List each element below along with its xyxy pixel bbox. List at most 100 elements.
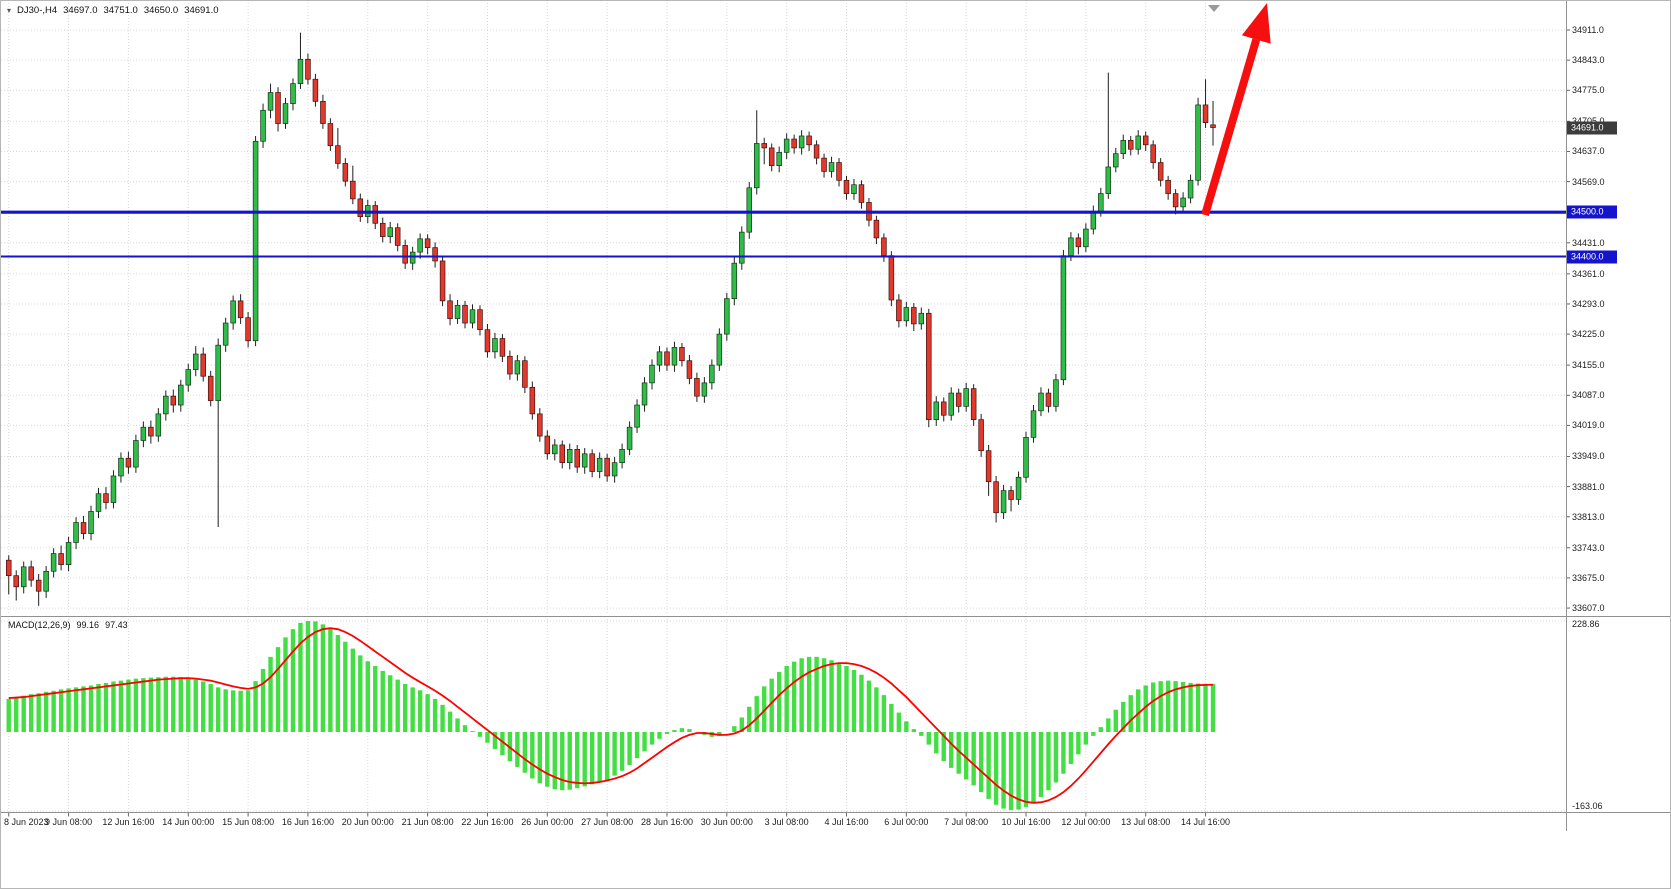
trend-arrow-head[interactable] xyxy=(1241,3,1271,44)
bull-candle xyxy=(1030,410,1037,438)
macd-info-bar: MACD(12,26,9) 99.16 97.43 xyxy=(8,620,128,630)
bear-candle xyxy=(1165,179,1171,194)
bear-candle xyxy=(926,312,932,421)
bear-candle xyxy=(80,522,87,534)
bull-candle xyxy=(1068,237,1074,256)
bull-candle xyxy=(552,444,558,455)
bear-candle xyxy=(881,237,887,256)
bull-candle xyxy=(1120,140,1127,155)
bear-candle xyxy=(439,260,446,302)
price-axis-label: 34293.0 xyxy=(1572,298,1605,309)
bull-candle xyxy=(140,426,147,441)
bear-candle xyxy=(970,388,977,421)
bull-candle xyxy=(1083,228,1089,248)
bear-candle xyxy=(275,92,281,124)
time-axis-label: 13 Jul 08:00 xyxy=(1121,817,1171,827)
bear-candle xyxy=(896,299,902,322)
chart-shift-marker-icon[interactable] xyxy=(1208,5,1220,12)
bear-candle xyxy=(320,101,326,124)
bull-candle xyxy=(252,140,259,342)
bull-candle xyxy=(948,392,954,416)
bear-candle xyxy=(1202,104,1209,123)
price-axis-label: 34843.0 xyxy=(1572,55,1605,66)
time-axis-label: 6 Jul 00:00 xyxy=(884,817,929,827)
bull-candle xyxy=(50,553,57,572)
bull-candle xyxy=(110,475,117,503)
bear-candle xyxy=(761,143,767,149)
bear-candle xyxy=(679,347,685,362)
time-axis-label: 16 Jun 16:00 xyxy=(281,817,334,827)
bull-candle xyxy=(88,511,94,534)
bear-candle xyxy=(858,184,865,203)
bull-candle xyxy=(409,251,416,264)
bull-candle xyxy=(454,304,461,319)
bull-candle xyxy=(619,449,625,464)
bear-candle xyxy=(35,579,42,592)
bull-candle xyxy=(282,103,289,124)
price-axis-label: 33743.0 xyxy=(1572,542,1605,553)
bull-candle xyxy=(20,566,27,588)
bull-candle xyxy=(626,426,633,450)
time-axis-label: 21 Jun 08:00 xyxy=(401,817,454,827)
symbol-dropdown-icon[interactable]: ▾ xyxy=(7,6,12,15)
bull-candle xyxy=(73,522,79,543)
bear-candle xyxy=(955,392,962,407)
bull-candle xyxy=(596,457,603,472)
bull-candle xyxy=(581,453,588,468)
bull-candle xyxy=(1053,379,1059,407)
trend-arrow-shaft[interactable] xyxy=(1201,38,1261,217)
bull-candle xyxy=(65,542,72,565)
bull-candle xyxy=(671,347,678,366)
bear-candle xyxy=(335,145,341,164)
price-axis-label: 34225.0 xyxy=(1572,329,1605,340)
time-axis-label: 14 Jun 00:00 xyxy=(162,817,215,827)
time-axis-label: 15 Jun 08:00 xyxy=(222,817,275,827)
bar-open-value: 34697.0 xyxy=(63,5,98,16)
bear-candle xyxy=(372,205,379,224)
bull-candle xyxy=(753,143,760,189)
bear-candle xyxy=(836,162,842,181)
bull-candle xyxy=(1038,392,1044,412)
price-axis-label: 34569.0 xyxy=(1572,176,1605,187)
bear-candle xyxy=(484,329,491,353)
price-axis-label: 34019.0 xyxy=(1572,420,1605,431)
bull-candle xyxy=(1000,490,1007,514)
macd-main-value: 99.16 xyxy=(76,620,100,630)
hline-price-badge-34500[interactable]: 34500.0 xyxy=(1567,205,1617,219)
bear-candle xyxy=(58,553,64,565)
bear-candle xyxy=(207,375,214,401)
bull-candle xyxy=(297,58,304,84)
hline-price-badge-34400[interactable]: 34400.0 xyxy=(1567,250,1617,264)
bull-candle xyxy=(1023,437,1029,478)
bull-candle xyxy=(933,401,940,421)
bear-candle xyxy=(940,401,947,416)
bull-candle xyxy=(1187,179,1194,199)
bull-candle xyxy=(1090,210,1097,230)
bar-high-value: 34751.0 xyxy=(103,5,138,16)
bear-candle xyxy=(350,180,356,200)
bull-candle xyxy=(746,187,753,233)
bear-candle xyxy=(5,559,12,577)
bear-candle xyxy=(1127,140,1134,150)
bear-candle xyxy=(537,413,543,437)
bear-candle xyxy=(1075,237,1082,248)
bear-candle xyxy=(499,338,506,357)
bull-candle xyxy=(492,338,498,353)
price-axis-label: 34775.0 xyxy=(1572,85,1605,96)
time-axis-label: 10 Jul 16:00 xyxy=(1001,817,1051,827)
price-axis-label: 34155.0 xyxy=(1572,360,1605,371)
bear-candle xyxy=(305,58,311,80)
bear-candle xyxy=(813,144,820,159)
bull-candle xyxy=(724,298,730,335)
bear-candle xyxy=(432,247,438,262)
bear-candle xyxy=(574,449,580,468)
bear-candle xyxy=(604,457,610,477)
bear-candle xyxy=(245,317,251,342)
bull-candle xyxy=(469,309,476,324)
bear-candle xyxy=(312,78,319,102)
bull-candle xyxy=(185,369,192,386)
bull-candle xyxy=(1105,166,1112,194)
price-axis-label: 33881.0 xyxy=(1572,481,1605,492)
price-axis-label: 33675.0 xyxy=(1572,572,1605,583)
